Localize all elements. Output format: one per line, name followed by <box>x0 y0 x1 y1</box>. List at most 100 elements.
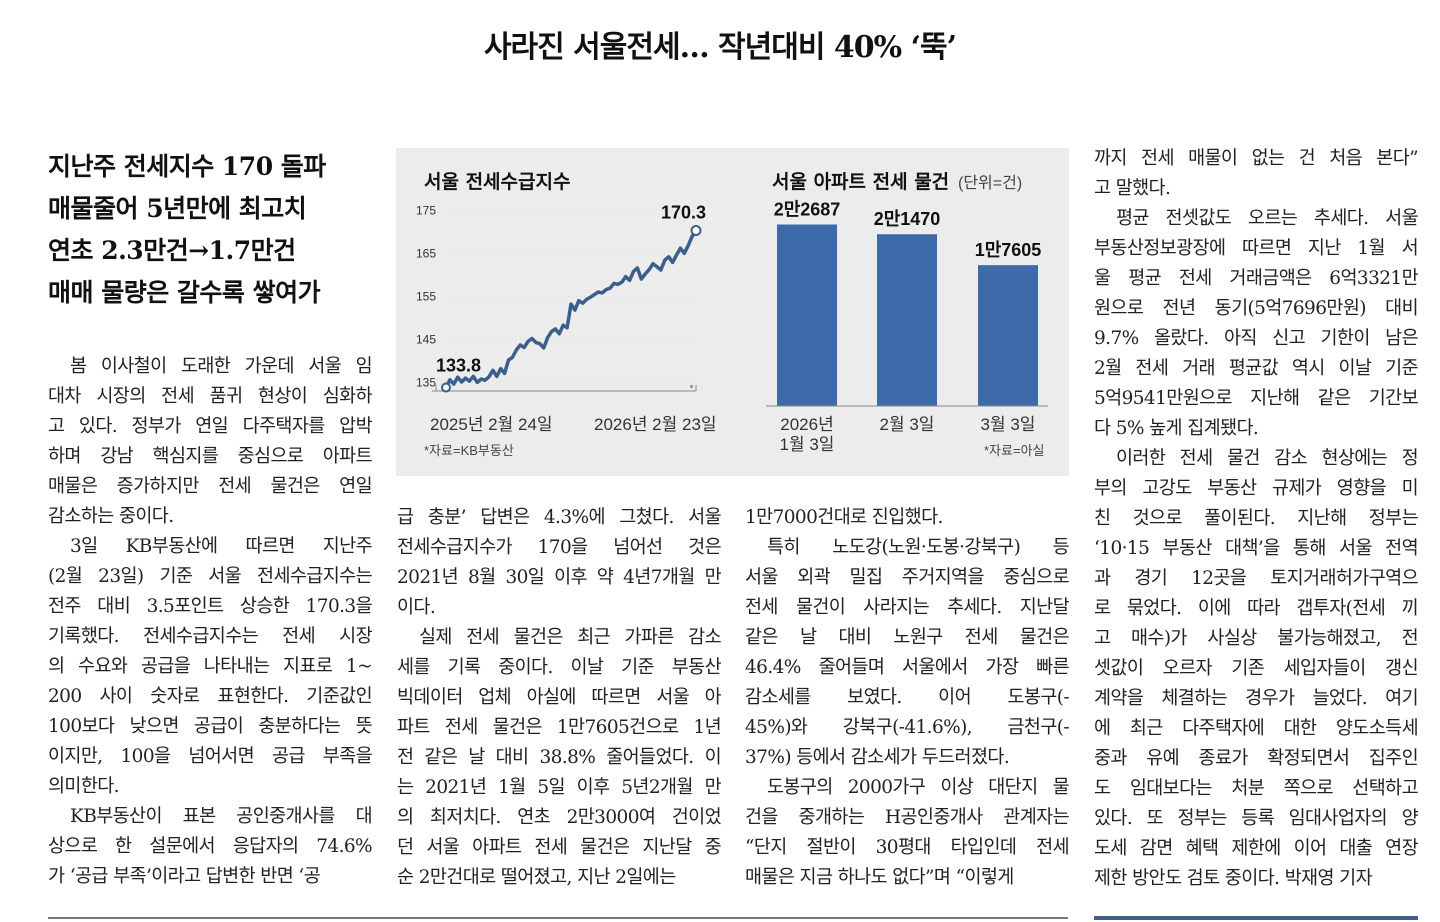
article-line: 이러한 전세 물건 감소 현상에는 정 <box>1116 448 1418 469</box>
article-line: 과 경기 12곳을 토지거래허가구역으 <box>1094 568 1418 589</box>
article-line: 실제 전세 물건은 최근 가파른 감소 <box>419 627 721 648</box>
bar-category-label: 2월 3일 <box>880 415 935 434</box>
article-line: 기록했다. 전세수급지수는 전세 시장 <box>48 626 372 647</box>
article-line: 평균 전셋값도 오르는 추세다. 서울 <box>1116 208 1418 229</box>
article-line: 특히 노도강(노원·도봉·강북구) 등 <box>767 537 1069 558</box>
article-line: 빅데이터 업체 아실에 따르면 서울 아 <box>397 687 721 708</box>
article-line: 같은 날 대비 노원구 전세 물건은 <box>745 627 1069 648</box>
article-line: 상으로 한 설문에서 응답자의 74.6% <box>48 836 372 857</box>
bar-chart-title: 서울 아파트 전세 물건 <box>772 171 949 193</box>
start-value-label: 133.8 <box>436 356 481 376</box>
article-line: 하며 강남 핵심지를 중심으로 아파트 <box>48 446 372 467</box>
article-line: (2월 23일) 기준 서울 전세수급지수는 <box>48 566 372 587</box>
article-line: 파트 전세 물건은 1만7605건으로 1년 <box>397 717 721 738</box>
article-line: 는 2021년 1월 5일 이후 5년2개월 만 <box>397 777 721 798</box>
article-line: 200 사이 숫자로 표현한다. 기준값인 <box>48 686 372 707</box>
bar-chart-unit: (단위=건) <box>958 174 1022 192</box>
article-line: 부의 고강도 부동산 규제가 영향을 미 <box>1094 478 1418 499</box>
y-tick-label: 165 <box>416 246 436 260</box>
article-line: 있다. 또 정부는 등록 임대사업자의 양 <box>1094 808 1418 829</box>
subheadline: 매매 물량은 갈수록 쌓여가 <box>48 278 321 307</box>
y-tick-label: 155 <box>416 289 436 303</box>
article-line: 급 충분’ 답변은 4.3%에 그쳤다. 서울 <box>397 507 721 528</box>
article-line: 의 최저치다. 연초 2만3000여 건이었 <box>397 807 721 828</box>
article-line: 로 묶었다. 이에 따라 갭투자(전세 끼 <box>1094 598 1418 619</box>
article-line: KB부동산이 표본 공인중개사를 대 <box>70 806 372 827</box>
article-line: 매물은 지금 하나도 없다”며 “이렇게 <box>745 867 1014 888</box>
article-line: 대차 시장의 전세 품귀 현상이 심화하 <box>48 386 372 407</box>
x-start-label: 2025년 2월 24일 <box>430 415 553 434</box>
article-line: 셋값이 오르자 기존 세입자들이 갱신 <box>1094 658 1418 679</box>
article-line: ‘10·15 부동산 대책’을 통해 서울 전역 <box>1094 538 1418 559</box>
bar-category-label: 1월 3일 <box>780 435 835 454</box>
article-line: 45%)와 강북구(-41.6%), 금천구(- <box>745 717 1069 738</box>
article-line: 전 같은 날 대비 38.8% 줄어들었다. 이 <box>397 747 721 768</box>
article-line: 고 매수)가 사실상 불가능해졌고, 전 <box>1094 628 1418 649</box>
bar-chart-source: *자료=아실 <box>984 443 1045 458</box>
article-line: 순 2만건대로 떨어졌고, 지난 2일에는 <box>397 867 676 888</box>
next-article-edge <box>1094 916 1418 920</box>
bar-value-label: 2만2687 <box>774 200 841 220</box>
article-line: 울 평균 전세 거래금액은 6억3321만 <box>1094 268 1418 289</box>
chart-svg: 서울 전세수급지수 135 145 155 165 175 133.8 170.3 2025년 … <box>416 171 1048 458</box>
article-line: 고 있다. 정부가 연일 다주택자를 압박 <box>48 416 372 437</box>
article-line: 제한 방안도 검토 중이다. 박재영 기자 <box>1094 868 1373 889</box>
article-line: 2월 전세 거래 평균값 역시 이날 기준 <box>1094 358 1418 379</box>
article-line: 부동산정보광장에 따르면 지난 1월 서 <box>1094 238 1418 259</box>
article-line: 1만7000건대로 진입했다. <box>745 507 943 528</box>
article-column-4: 까지 전세 매물이 없는 건 처음 본다” 고 말했다. 평균 전셋값도 오르는 추… <box>1094 144 1418 894</box>
article-line: 46.4% 줄어들며 서울에서 가장 빠른 <box>745 657 1069 678</box>
end-point-marker <box>690 225 702 237</box>
article-line: 중과 유예 종료가 확정되면서 집주인 <box>1094 748 1418 769</box>
bar <box>777 224 837 406</box>
x-end-label: 2026년 2월 23일 <box>594 415 717 434</box>
subheadline: 연초 2.3만건→1.7만건 <box>48 236 296 265</box>
article-line: 2021년 8월 30일 이후 약 4년7개월 만 <box>397 567 721 588</box>
bar-category-label: 2026년 <box>780 415 833 434</box>
article-line: 도봉구의 2000가구 이상 대단지 물 <box>767 777 1069 798</box>
article-line: 감소하는 중이다. <box>48 506 174 527</box>
article-line: 100보다 낮으면 공급이 충분하다는 뜻 <box>48 716 372 737</box>
article-line: 서울 외곽 밀집 주거지역을 중심으로 <box>745 567 1069 588</box>
article-line: 까지 전세 매물이 없는 건 처음 본다” <box>1094 148 1418 169</box>
line-chart-source: *자료=KB부동산 <box>424 443 514 458</box>
article-line: 계약을 체결하는 경우가 늘었다. 여기 <box>1094 688 1418 709</box>
article-line: 봄 이사철이 도래한 가운데 서울 임 <box>70 356 372 377</box>
article-line: 매물은 증가하지만 전세 물건은 연일 <box>48 476 372 497</box>
start-point-marker <box>441 382 451 393</box>
article-line: 37%) 등에서 감소세가 두드러졌다. <box>745 747 1010 768</box>
bar <box>877 234 937 406</box>
article-line: 3일 KB부동산에 따르면 지난주 <box>70 536 372 557</box>
article-line: 에 최근 다주택자에 대한 양도소득세 <box>1094 718 1418 739</box>
line-chart-title: 서울 전세수급지수 <box>424 171 570 193</box>
infographic: 서울 전세수급지수 135 145 155 165 175 133.8 170.3 2025년 … <box>396 148 1069 476</box>
article-line: 전주 대비 3.5포인트 상승한 170.3을 <box>48 596 372 617</box>
article-line: 이다. <box>397 597 436 618</box>
article-line: 이지만, 100을 넘어서면 공급 부족을 <box>48 746 372 767</box>
article-line: 감소세를 보였다. 이어 도봉구(- <box>745 687 1069 708</box>
subheadline: 매물줄어 5년만에 최고치 <box>48 194 307 223</box>
article-line: 도세 감면 혜택 제한에 이어 대출 연장 <box>1094 838 1418 859</box>
subheadlines: 지난주 전세지수 170 돌파 매물줄어 5년만에 최고치 연초 2.3만건→1… <box>48 146 368 314</box>
article-line: 건을 중개하는 H공인중개사 관계자는 <box>745 807 1069 828</box>
article-line: 던 서울 아파트 전세 물건은 지난달 중 <box>397 837 721 858</box>
y-tick-label: 135 <box>416 375 436 389</box>
bar <box>978 265 1038 406</box>
bar-value-label: 1만7605 <box>975 240 1042 260</box>
article-line: 다 5% 높게 집계됐다. <box>1094 418 1259 439</box>
article-line: 9.7% 올랐다. 아직 신고 기한이 남은 <box>1094 328 1418 349</box>
y-tick-label: 175 <box>416 203 436 217</box>
article-line: 전세수급지수가 170을 넘어선 것은 <box>397 537 721 558</box>
article-line: 원으로 전년 동기(5억7696만원) 대비 <box>1094 298 1418 319</box>
article-line: 의미한다. <box>48 776 120 797</box>
article-line: 세를 기록 중이다. 이날 기준 부동산 <box>397 657 721 678</box>
subheadline: 지난주 전세지수 170 돌파 <box>48 152 326 181</box>
bottom-divider <box>48 917 1068 919</box>
article-line: 전세 물건이 사라지는 추세다. 지난달 <box>745 597 1069 618</box>
article-line: 친 것으로 풀이된다. 지난해 정부는 <box>1094 508 1418 529</box>
article-line: 고 말했다. <box>1094 178 1171 199</box>
y-tick-label: 145 <box>416 332 436 346</box>
axis-end-mark <box>690 385 693 388</box>
